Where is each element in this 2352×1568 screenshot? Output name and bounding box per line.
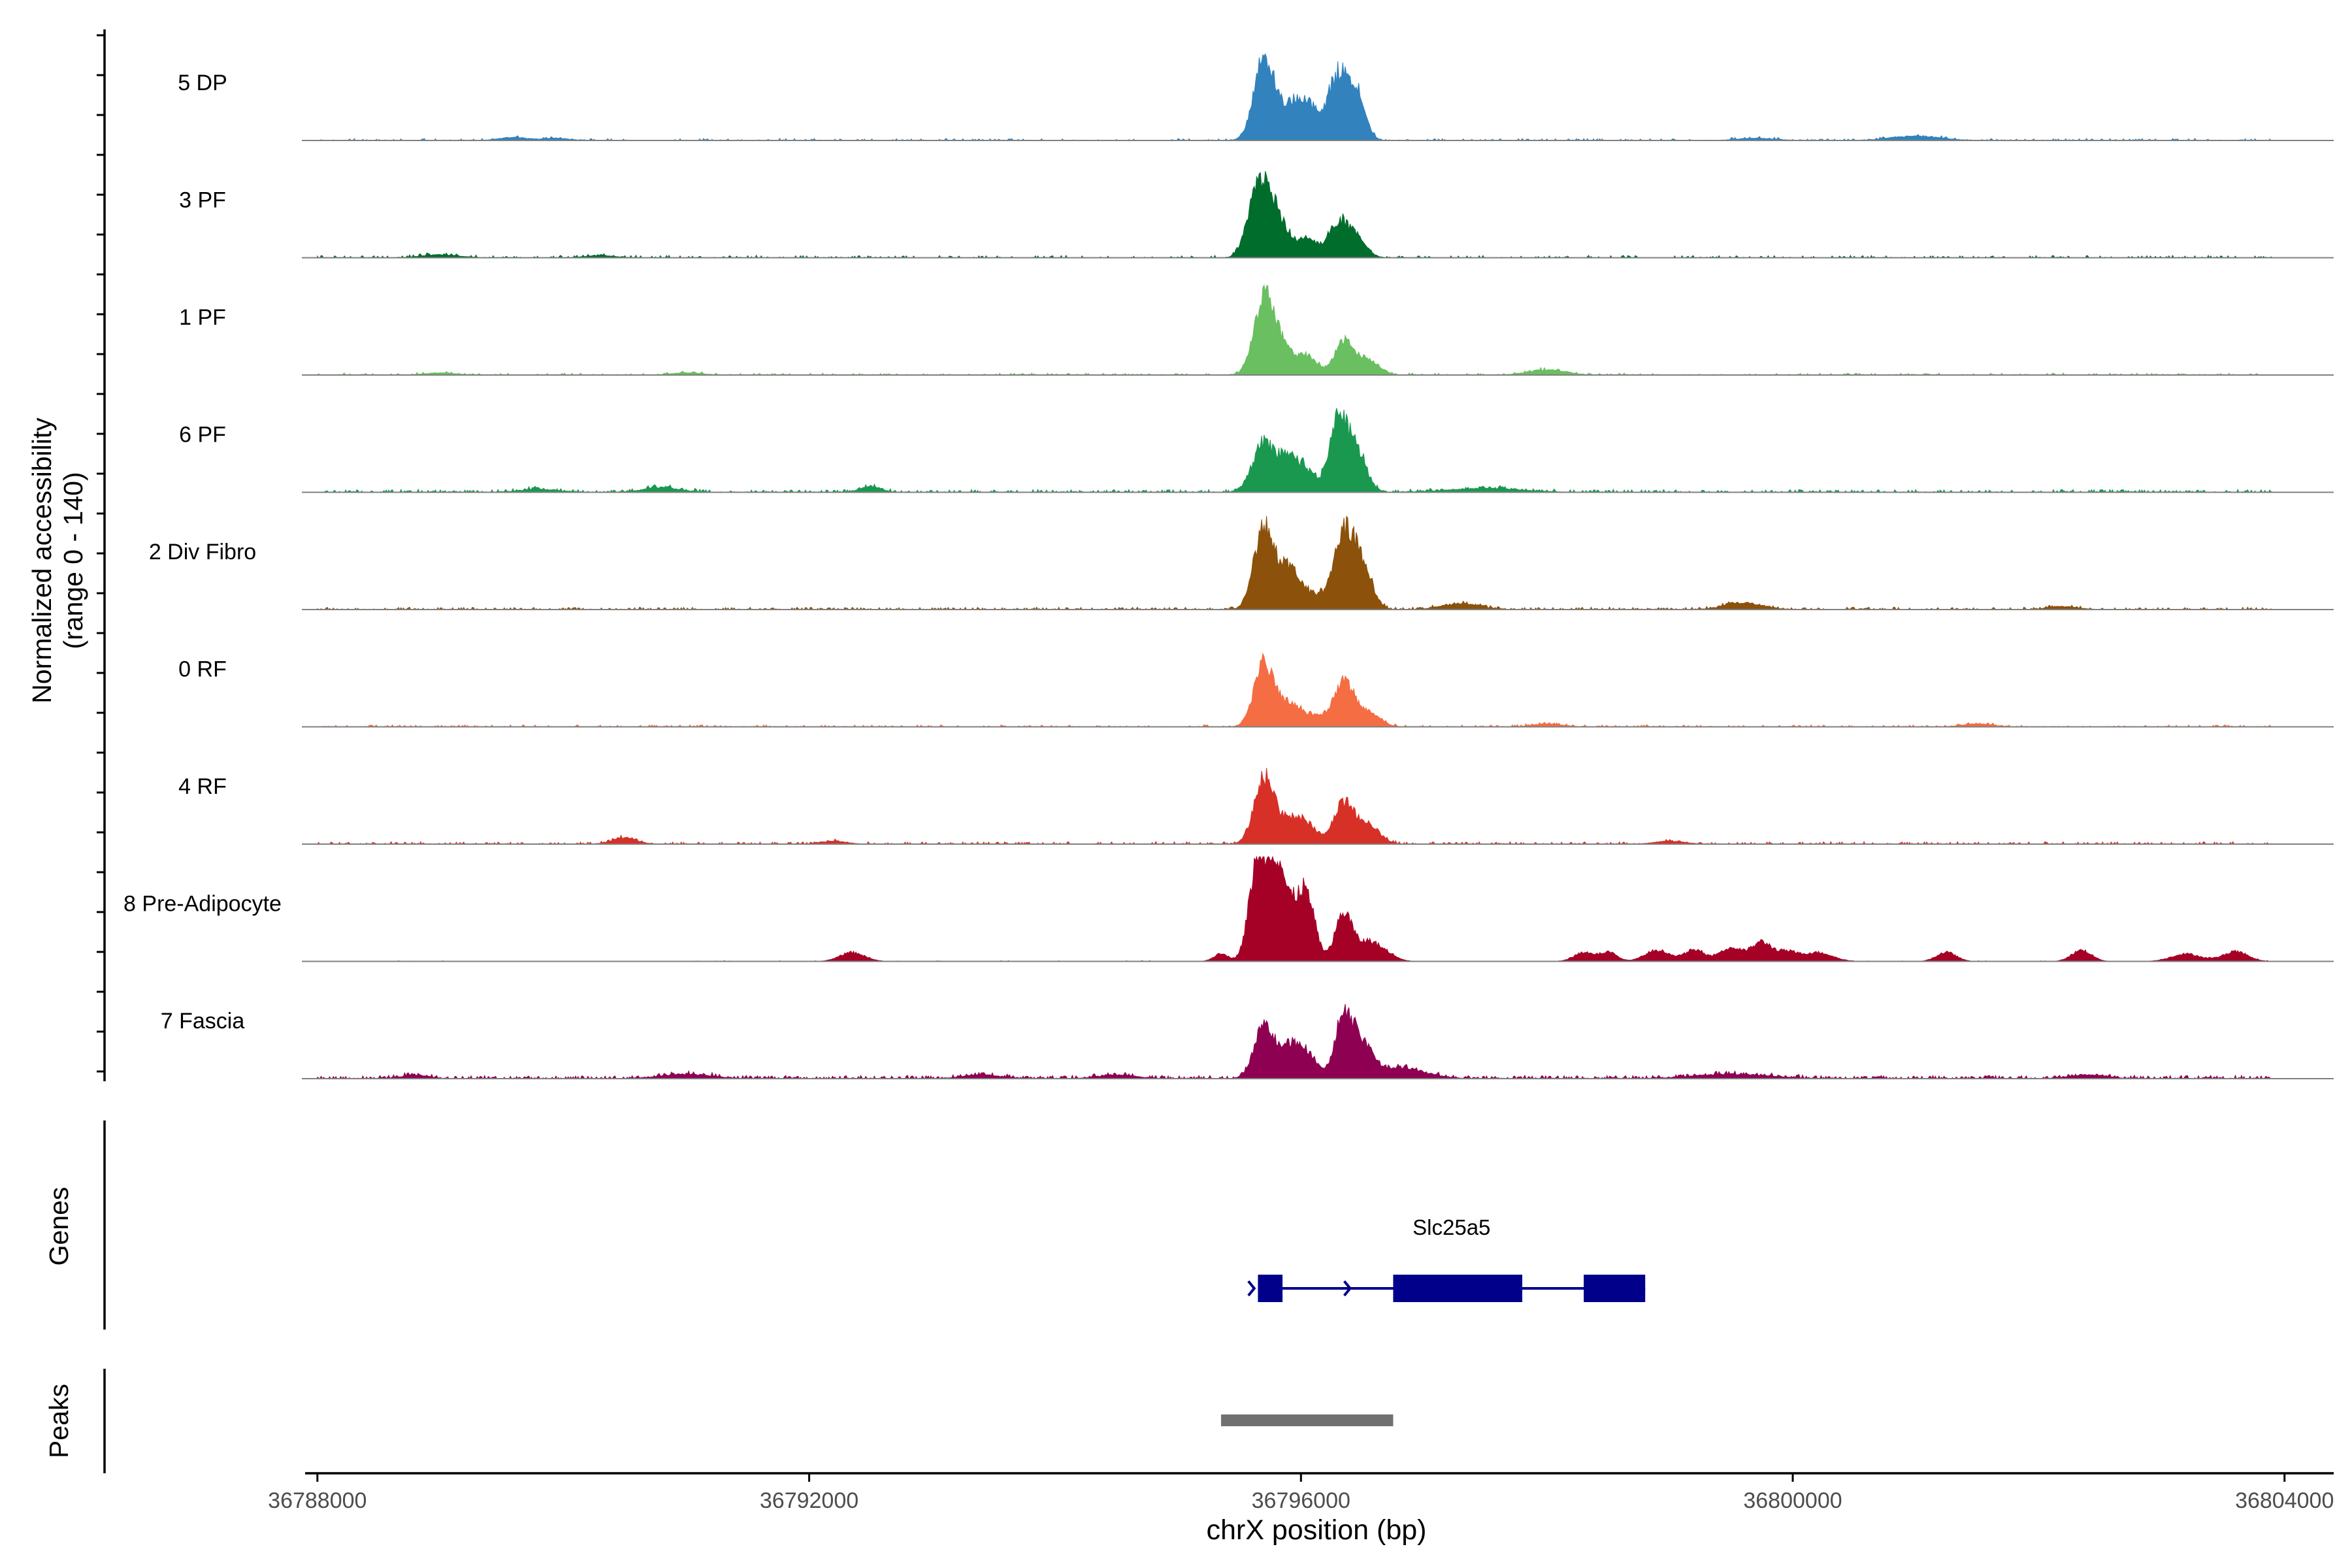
track-2-div-fibro: 2 Div Fibro — [149, 515, 2334, 610]
gene-name-label: Slc25a5 — [1413, 1215, 1490, 1239]
track-label: 4 RF — [178, 774, 227, 799]
y-axis: Normalized accessibility (range 0 - 140) — [27, 29, 106, 1081]
gene-slc25a5: Slc25a5 — [1247, 1215, 1646, 1302]
track-label: 5 DP — [178, 71, 227, 95]
track-label: 1 PF — [179, 305, 226, 330]
genes-panel: Genes Slc25a5 — [44, 1120, 1646, 1330]
peaks-label: Peaks — [44, 1384, 74, 1458]
x-tick-label: 36804000 — [2235, 1488, 2334, 1513]
track-label: 2 Div Fibro — [149, 540, 256, 564]
x-axis-label: chrX position (bp) — [1207, 1514, 1427, 1546]
gene-exon — [1258, 1275, 1283, 1302]
x-tick-label: 36796000 — [1252, 1488, 1350, 1513]
track-label: 3 PF — [179, 188, 226, 213]
track-label: 7 Fascia — [161, 1009, 245, 1034]
x-tick-label: 36792000 — [760, 1488, 858, 1513]
genes-label: Genes — [44, 1187, 74, 1266]
gene-exon — [1584, 1275, 1646, 1302]
track-8-pre-adipocyte: 8 Pre-Adipocyte — [123, 855, 2334, 962]
y-axis-ticks — [97, 34, 105, 1073]
coverage-tracks: 5 DP 3 PF 1 PF 6 PF 2 Div Fibro 0 RF 4 RF 8 Pre… — [123, 53, 2334, 1080]
track-7-fascia: 7 Fascia — [161, 1004, 2334, 1080]
gene-exon — [1393, 1275, 1522, 1302]
strand-arrow — [1247, 1280, 1256, 1297]
x-axis-ticks: 36788000 36792000 36796000 36800000 36804000 — [268, 1473, 2334, 1513]
track-5-dp: 5 DP — [178, 53, 2334, 141]
gene-models: Slc25a5 — [1247, 1215, 1646, 1302]
track-label: 0 RF — [178, 657, 227, 682]
track-4-rf: 4 RF — [178, 768, 2334, 845]
track-0-rf: 0 RF — [178, 652, 2334, 728]
y-axis-label-line2: (range 0 - 140) — [58, 472, 88, 649]
x-tick-label: 36800000 — [1743, 1488, 1842, 1513]
peak-region-bar — [1220, 1414, 1394, 1426]
x-axis: 36788000 36792000 36796000 36800000 36804000… — [268, 1472, 2334, 1546]
track-3-pf: 3 PF — [179, 171, 2334, 259]
strand-arrow — [1343, 1280, 1352, 1297]
y-axis-label-line1: Normalized accessibility — [27, 417, 57, 704]
x-tick-label: 36788000 — [268, 1488, 367, 1513]
track-label: 8 Pre-Adipocyte — [123, 892, 282, 917]
peak-regions — [1220, 1414, 1394, 1426]
track-1-pf: 1 PF — [179, 284, 2334, 376]
track-label: 6 PF — [179, 423, 226, 448]
track-6-pf: 6 PF — [179, 408, 2334, 493]
peaks-panel: Peaks — [44, 1369, 1394, 1473]
